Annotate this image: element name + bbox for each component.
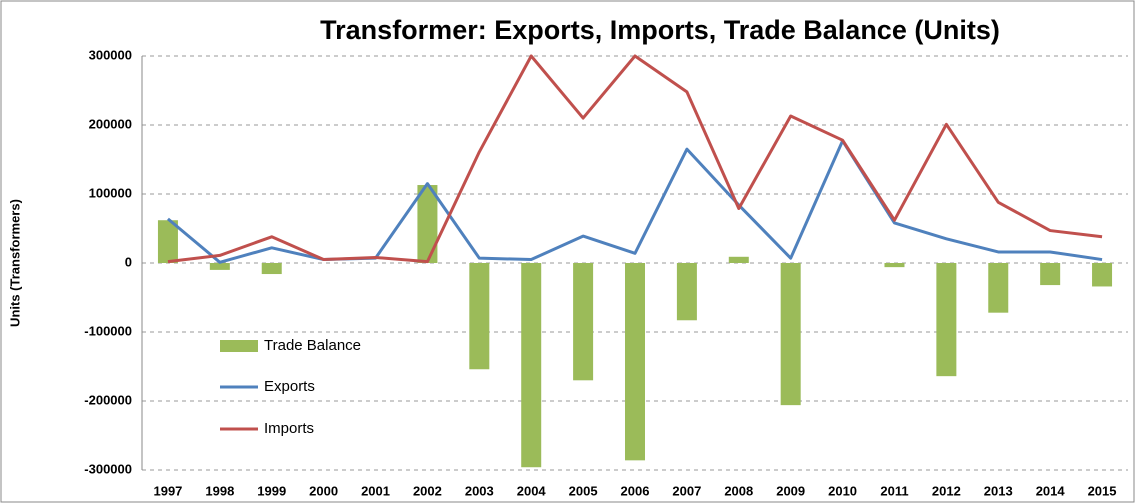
- legend-swatch: [220, 340, 258, 352]
- y-axis-title: Units (Transformers): [7, 199, 22, 327]
- x-tick-label: 2011: [880, 483, 908, 498]
- bar: [728, 256, 749, 263]
- x-tick-label: 2008: [724, 483, 753, 498]
- x-tick-label: 2000: [309, 483, 338, 498]
- bar: [573, 263, 594, 381]
- x-tick-label: 2009: [776, 483, 805, 498]
- bar: [157, 220, 178, 263]
- bar: [1092, 263, 1113, 287]
- x-tick-label: 2015: [1088, 483, 1117, 498]
- bar: [780, 263, 801, 406]
- x-tick-label: 2004: [517, 483, 547, 498]
- x-tick-label: 2014: [1036, 483, 1066, 498]
- legend-label: Exports: [264, 378, 315, 395]
- bar: [625, 263, 645, 461]
- x-tick-label: 2012: [932, 483, 961, 498]
- y-tick-label: 200000: [89, 116, 132, 131]
- x-tick-label: 2002: [413, 483, 442, 498]
- x-tick-label: 2006: [621, 483, 650, 498]
- bar: [417, 185, 438, 263]
- x-tick-label: 2003: [465, 483, 494, 498]
- x-tick-label: 2013: [984, 483, 1013, 498]
- x-tick-label: 1998: [205, 483, 234, 498]
- x-tick-label: 1999: [257, 483, 286, 498]
- x-tick-label: 1997: [153, 483, 182, 498]
- x-tick-label: 2005: [569, 483, 598, 498]
- x-tick-label: 2010: [828, 483, 857, 498]
- bar: [988, 263, 1009, 313]
- bar: [209, 263, 230, 270]
- line: [167, 54, 1103, 264]
- y-tick-label: 100000: [89, 185, 132, 200]
- bar: [261, 263, 282, 275]
- legend-label: Imports: [264, 420, 314, 437]
- x-tick-label: 2001: [361, 483, 390, 498]
- x-tick-label: 2007: [672, 483, 701, 498]
- bar: [676, 263, 697, 321]
- legend-label: Trade Balance: [264, 337, 361, 354]
- y-tick-label: 0: [125, 254, 132, 269]
- y-tick-label: -100000: [84, 323, 132, 338]
- bar: [936, 263, 957, 377]
- bar: [521, 263, 542, 468]
- y-tick-label: 300000: [89, 47, 132, 62]
- chart-title: Transformer: Exports, Imports, Trade Bal…: [320, 15, 1000, 45]
- bar: [469, 263, 490, 370]
- y-tick-label: -200000: [84, 392, 132, 407]
- bar: [884, 263, 905, 268]
- bar: [1040, 263, 1061, 286]
- y-tick-label: -300000: [84, 461, 132, 476]
